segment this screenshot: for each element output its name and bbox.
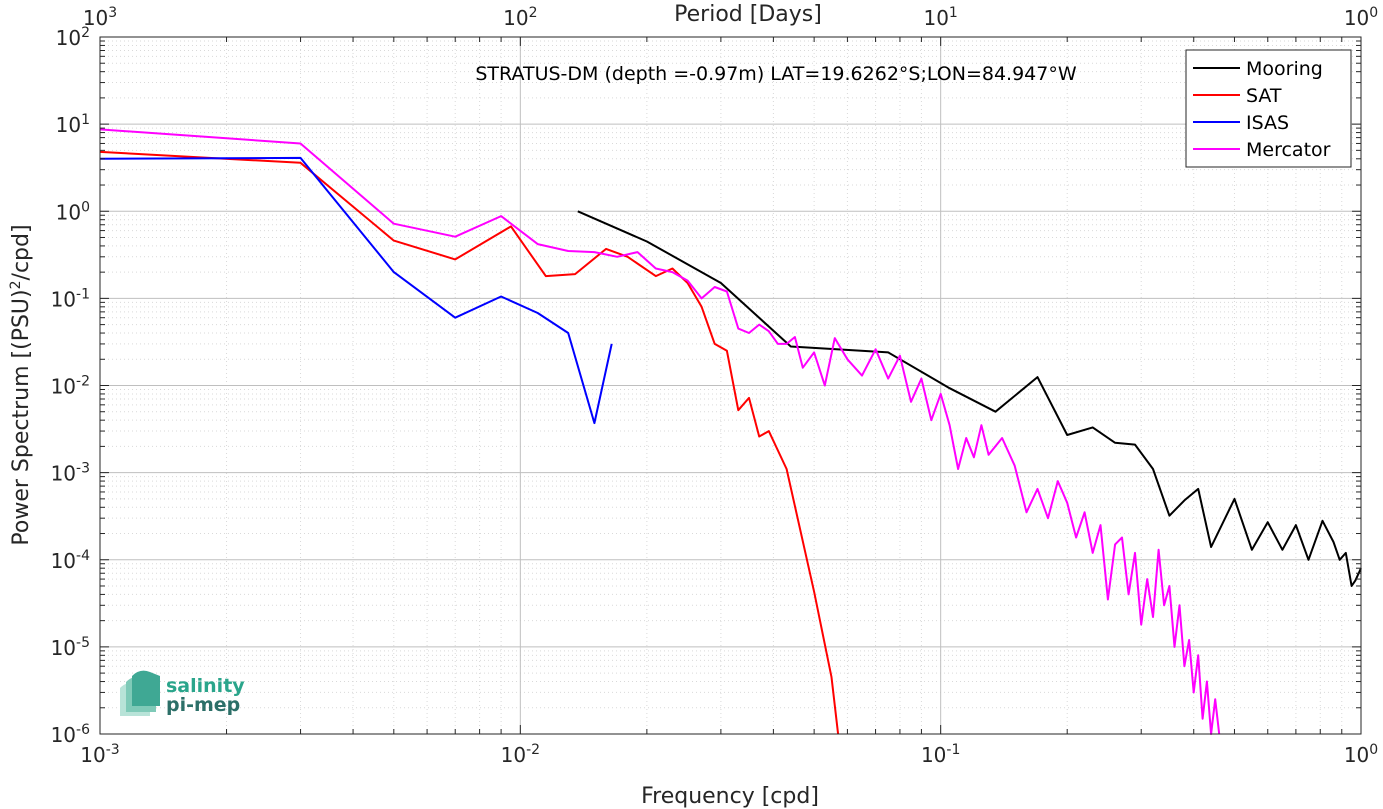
series-line-isas: [99, 156, 613, 425]
top-axis-title: Period [Days]: [674, 2, 822, 27]
legend-label-isas: ISAS: [1246, 112, 1289, 134]
legend-label-mooring: Mooring: [1246, 58, 1323, 80]
salinity-pi-mep-logo: salinity pi-mep: [120, 670, 245, 716]
legend-label-mercator: Mercator: [1246, 139, 1331, 161]
legend-box: [1185, 49, 1352, 168]
series-line-mooring: [577, 210, 1362, 587]
legend-entries: Mooring SAT ISAS Mercator: [1193, 58, 1331, 161]
series-line-sat: [99, 150, 840, 735]
y-axis-title: Power Spectrum [(PSU)2/cpd]: [8, 224, 34, 545]
series-line-mercator: [99, 128, 1221, 735]
top-tick-labels: 103 102 101 100: [83, 5, 1378, 30]
logo-line2: pi-mep: [166, 694, 240, 716]
logo-mark-icon: [120, 670, 160, 716]
logo-line1: salinity: [166, 675, 245, 697]
chart-title: STRATUS-DM (depth =-0.97m) LAT=19.6262°S…: [475, 63, 1076, 85]
series-layer: [99, 128, 1362, 735]
legend-label-sat: SAT: [1246, 85, 1282, 107]
tick-marks: [99, 36, 1362, 735]
legend: Mooring SAT ISAS Mercator: [1185, 49, 1352, 168]
x-axis-title: Frequency [cpd]: [641, 784, 819, 809]
